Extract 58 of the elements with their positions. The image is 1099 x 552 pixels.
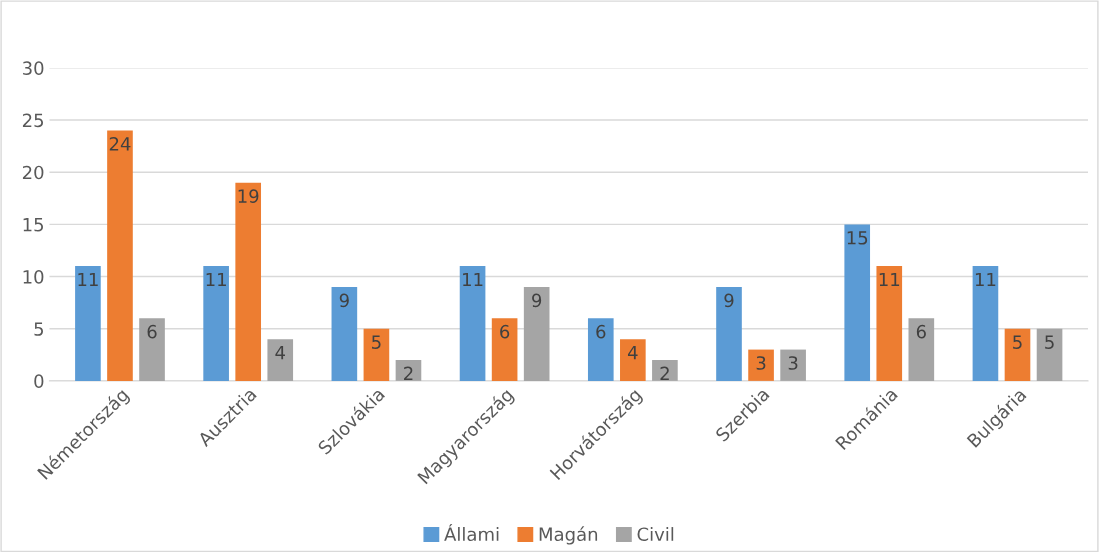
legend-label: Állami	[444, 524, 499, 542]
legend-label: Civil	[637, 527, 674, 542]
bar	[652, 360, 678, 381]
bar	[235, 182, 262, 381]
bar	[363, 328, 390, 381]
data-label: 6	[147, 324, 157, 339]
bar	[107, 130, 133, 381]
data-label: 11	[975, 272, 996, 287]
data-label: 3	[788, 356, 798, 370]
bar	[1036, 328, 1063, 381]
bar	[748, 349, 774, 381]
data-label: 6	[596, 324, 606, 339]
bar	[908, 318, 935, 381]
data-label: 11	[463, 272, 483, 287]
data-label: 5	[372, 335, 381, 349]
data-label: 11	[879, 272, 900, 287]
legend-label: Magán	[539, 526, 598, 545]
data-label: 6	[916, 324, 926, 339]
bar	[1004, 328, 1031, 381]
data-label: 6	[500, 324, 510, 339]
data-label: 4	[275, 345, 285, 360]
data-label: 11	[206, 272, 226, 287]
bar	[876, 266, 903, 381]
data-label: 5	[1045, 335, 1054, 349]
bar	[491, 318, 518, 381]
bar	[844, 224, 871, 381]
bar	[203, 266, 229, 381]
data-label: 9	[532, 293, 542, 308]
y-tick-label: 25	[22, 113, 44, 128]
data-label: 24	[109, 137, 131, 151]
bar	[523, 286, 550, 381]
data-label: 3	[756, 356, 766, 370]
bar	[267, 339, 294, 381]
data-label: 15	[847, 231, 868, 245]
y-tick-label: 0	[34, 374, 44, 388]
bar	[972, 266, 999, 381]
y-tick-label: 5	[34, 322, 44, 336]
data-label: 9	[724, 293, 734, 308]
y-tick-label: 20	[22, 165, 44, 180]
data-label: 4	[627, 345, 638, 360]
data-label: 2	[404, 366, 413, 380]
bar	[780, 349, 806, 381]
bar	[331, 286, 358, 381]
data-label: 19	[238, 189, 259, 203]
y-tick-label: 30	[22, 61, 44, 76]
y-tick-label: 15	[23, 218, 44, 232]
data-label: 2	[660, 366, 669, 380]
data-label: 9	[339, 293, 349, 308]
bar	[459, 266, 486, 381]
data-label: 5	[1013, 335, 1022, 349]
bar	[716, 286, 742, 381]
bar	[139, 318, 165, 381]
bar	[620, 339, 646, 381]
y-tick-label: 10	[23, 270, 44, 284]
bar	[395, 360, 422, 381]
bar	[587, 318, 614, 381]
bar	[75, 266, 101, 381]
data-label: 11	[78, 272, 98, 287]
